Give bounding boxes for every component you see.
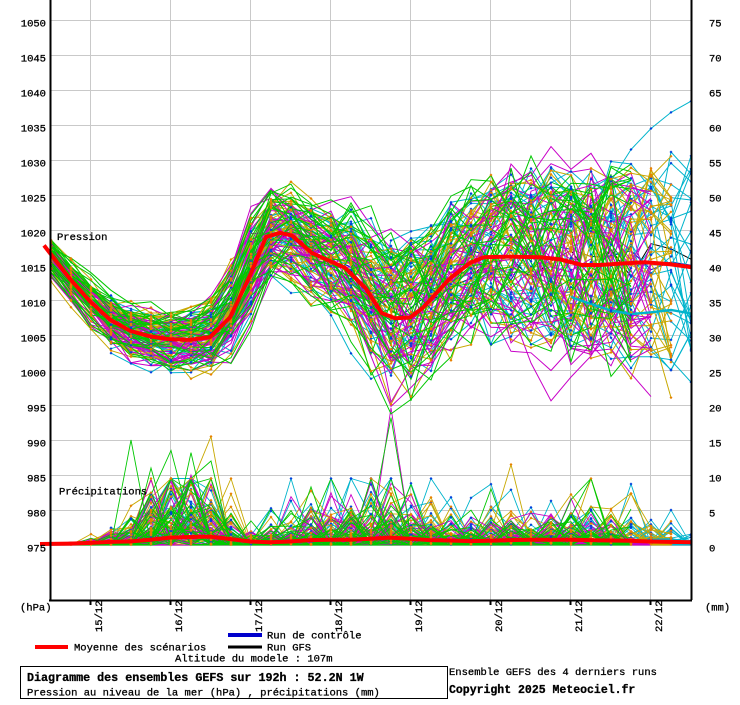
svg-text:25: 25 [709,368,722,380]
svg-text:35: 35 [709,298,722,310]
svg-text:Run GFS: Run GFS [267,643,311,655]
svg-text:995: 995 [27,403,46,415]
svg-text:1005: 1005 [21,333,46,345]
svg-text:Précipitations: Précipitations [59,487,147,499]
svg-text:1040: 1040 [21,88,46,100]
svg-text:15: 15 [709,438,722,450]
svg-text:20: 20 [709,403,722,415]
svg-text:Copyright 2025 Meteociel.fr: Copyright 2025 Meteociel.fr [449,684,635,697]
svg-text:22/12: 22/12 [654,600,666,632]
svg-text:1000: 1000 [21,368,46,380]
svg-text:10: 10 [709,473,722,485]
svg-text:1035: 1035 [21,123,46,135]
svg-text:975: 975 [27,543,46,555]
svg-text:Altitude du modele : 107m: Altitude du modele : 107m [175,654,333,666]
svg-text:0: 0 [709,543,715,555]
svg-text:5: 5 [709,508,715,520]
svg-text:60: 60 [709,123,722,135]
svg-text:1030: 1030 [21,158,46,170]
svg-text:16/12: 16/12 [174,600,186,632]
svg-text:980: 980 [27,508,46,520]
svg-text:Ensemble GEFS des 4 derniers r: Ensemble GEFS des 4 derniers runs [449,667,657,679]
svg-text:Pression au niveau de la mer (: Pression au niveau de la mer (hPa) , pré… [27,688,380,700]
svg-text:Run de contrôle: Run de contrôle [267,631,362,643]
svg-text:30: 30 [709,333,722,345]
svg-text:75: 75 [709,18,722,30]
svg-text:1050: 1050 [21,18,46,30]
svg-text:45: 45 [709,228,722,240]
svg-text:Moyenne des scénarios: Moyenne des scénarios [74,643,206,655]
svg-text:20/12: 20/12 [494,600,506,632]
svg-text:65: 65 [709,88,722,100]
svg-text:1020: 1020 [21,228,46,240]
svg-text:Diagramme des ensembles GEFS s: Diagramme des ensembles GEFS sur 192h : … [27,671,365,685]
svg-text:19/12: 19/12 [414,600,426,632]
svg-text:40: 40 [709,263,722,275]
svg-text:55: 55 [709,158,722,170]
svg-text:70: 70 [709,53,722,65]
svg-text:1045: 1045 [21,53,46,65]
svg-text:18/12: 18/12 [334,600,346,632]
svg-text:21/12: 21/12 [574,600,586,632]
svg-text:17/12: 17/12 [254,600,266,632]
svg-text:985: 985 [27,473,46,485]
svg-text:(hPa): (hPa) [20,603,52,615]
svg-text:1025: 1025 [21,193,46,205]
svg-text:(mm): (mm) [705,603,730,615]
svg-text:1015: 1015 [21,263,46,275]
svg-text:50: 50 [709,193,722,205]
svg-text:15/12: 15/12 [94,600,106,632]
svg-text:990: 990 [27,438,46,450]
svg-text:1010: 1010 [21,298,46,310]
svg-text:Pression: Pression [57,232,107,244]
